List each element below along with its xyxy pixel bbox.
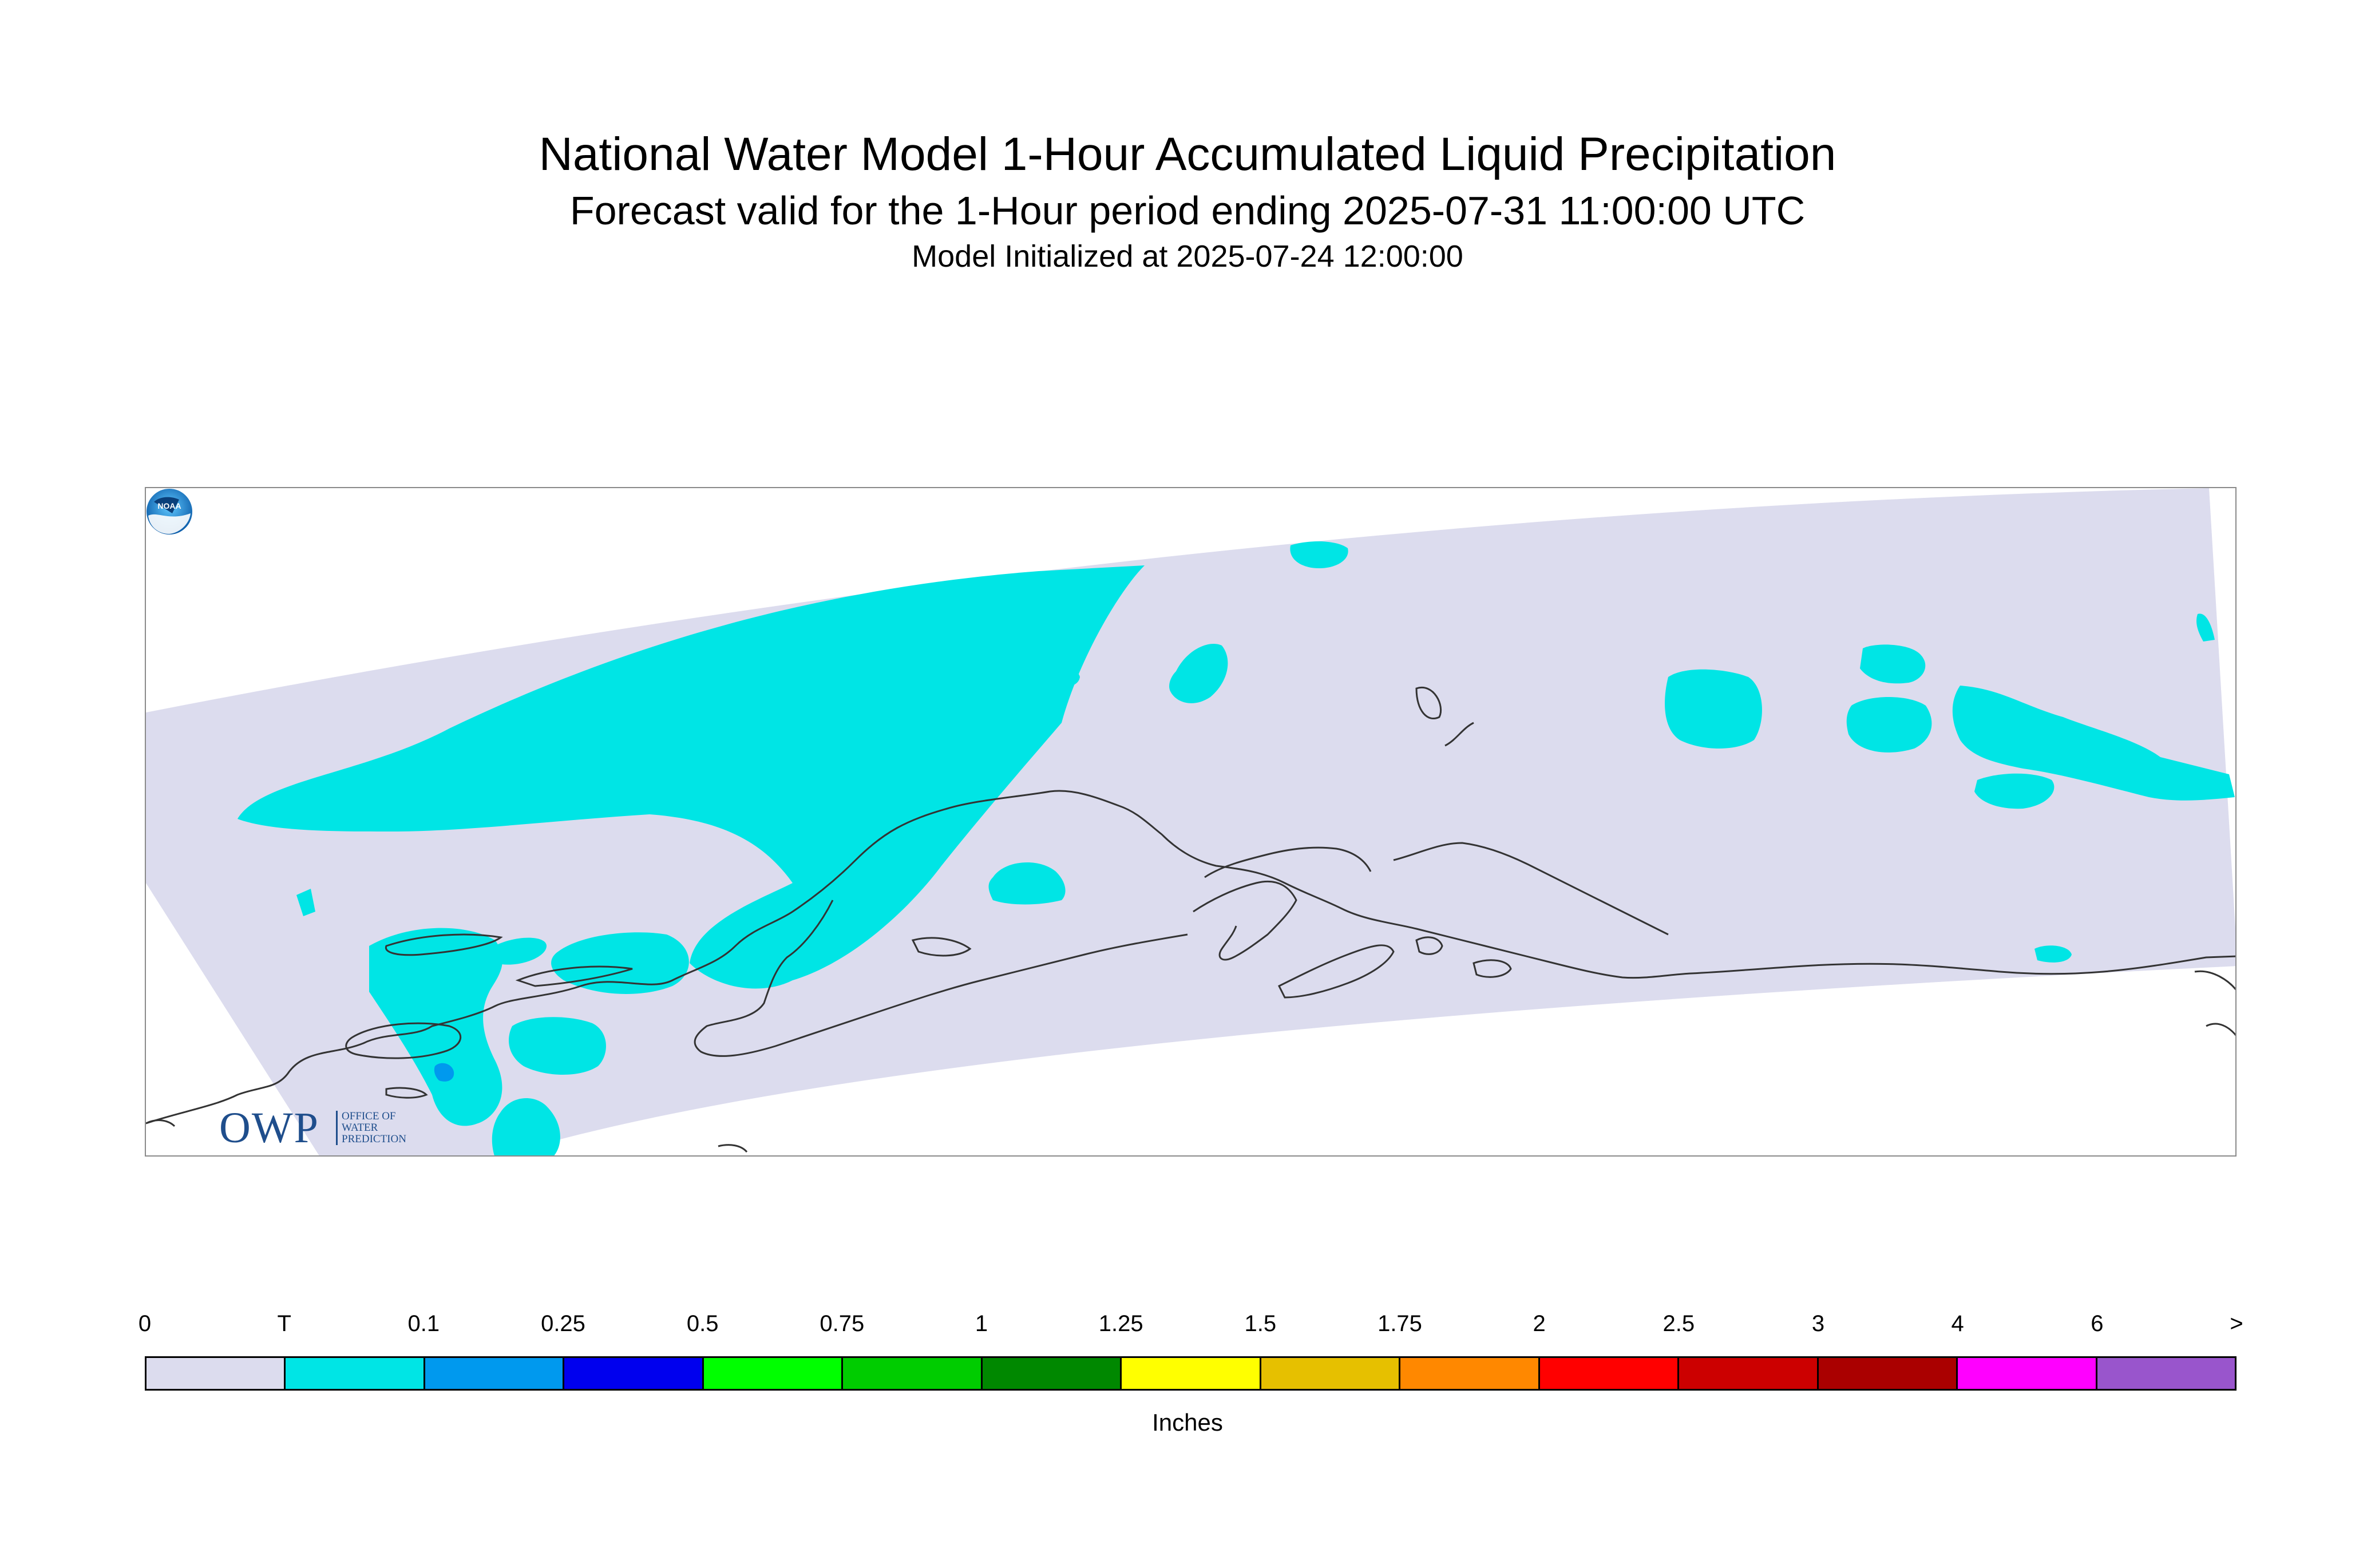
coastline-aleutian-1 xyxy=(385,1087,428,1099)
coastlines xyxy=(146,686,2235,1153)
legend-tick-label: 1.75 xyxy=(1378,1311,1422,1336)
precip-area-north-2 xyxy=(1169,644,1228,703)
legend-color-swatch xyxy=(703,1358,844,1389)
owp-logo-mark: OWP xyxy=(219,1104,319,1152)
coastline-far-east xyxy=(2194,970,2235,991)
owp-logo-divider xyxy=(336,1111,338,1145)
legend-color-swatch xyxy=(1539,1358,1680,1389)
noaa-logo-icon: NOAA xyxy=(147,489,192,534)
coastline-alaska-peninsula xyxy=(694,900,1188,1057)
chart-subtitle: Forecast valid for the 1-Hour period end… xyxy=(569,188,1806,233)
owp-logo-text: OFFICE OF WATER PREDICTION xyxy=(342,1110,406,1145)
legend-tick-label: 0.5 xyxy=(686,1311,719,1336)
legend-tick-label: 3 xyxy=(1811,1311,1825,1336)
precip-area-east-1 xyxy=(1665,669,1762,749)
coastline-southeast xyxy=(1393,842,1669,936)
legend-color-swatch xyxy=(564,1358,704,1389)
legend-color-swatch xyxy=(982,1358,1122,1389)
precip-area-cook-inlet xyxy=(988,862,1066,905)
legend-units-label: Inches xyxy=(1152,1409,1223,1436)
owp-logo: OWP OFFICE OF WATER PREDICTION xyxy=(219,1104,425,1152)
coastline-st-lawrence xyxy=(385,933,503,956)
legend-color-swatch xyxy=(1958,1358,2097,1389)
legend-tick-label: 0.1 xyxy=(407,1311,440,1336)
coastline-norton xyxy=(515,965,633,987)
precip-trace-areas xyxy=(238,541,2235,1155)
precip-area-north-3 xyxy=(1060,670,1080,687)
legend-tick-label: 0.75 xyxy=(820,1311,865,1336)
precip-area-east-2 xyxy=(1860,644,1926,684)
legend-tick-label: 2.5 xyxy=(1662,1311,1695,1336)
precip-area-kuskokwim xyxy=(509,1017,606,1075)
legend-tick-label: 4 xyxy=(1951,1311,1964,1336)
legend-color-bar xyxy=(145,1356,2237,1391)
precip-area-west-bay xyxy=(489,937,547,965)
coastline-arctic-1 xyxy=(1415,686,1442,719)
precip-area-west-edge xyxy=(296,889,315,916)
coastline-island-2 xyxy=(1472,959,1512,978)
legend-color-swatch xyxy=(286,1358,425,1389)
coastline-island-1 xyxy=(1415,936,1443,955)
precipitation-map: OWP OFFICE OF WATER PREDICTION NOAA xyxy=(145,487,2237,1157)
precip-area-east-6 xyxy=(2034,945,2072,963)
coastline-bristol-bay xyxy=(911,937,972,957)
precip-area-east-3 xyxy=(1846,697,1932,753)
svg-text:NOAA: NOAA xyxy=(157,501,181,510)
legend-tick-label: 1.5 xyxy=(1244,1311,1277,1336)
legend-color-swatch xyxy=(2097,1358,2235,1389)
coastline-nunivak xyxy=(345,1022,462,1059)
coastline-prince-william xyxy=(1204,846,1372,878)
legend-tick-label: 1 xyxy=(975,1311,988,1336)
legend-color-swatch xyxy=(1122,1358,1261,1389)
legend-tick-label: 0.25 xyxy=(541,1311,585,1336)
legend-color-swatch xyxy=(1818,1358,1958,1389)
coastline-kodiak xyxy=(1277,944,1395,999)
coastline-mainland xyxy=(146,790,2235,1124)
precip-area-south-coast xyxy=(492,1098,560,1155)
coastline-arctic-2 xyxy=(1444,722,1474,747)
legend-tick-label: 2 xyxy=(1533,1311,1546,1336)
chart-title: National Water Model 1-Hour Accumulated … xyxy=(539,128,1836,180)
precip-area-bristol xyxy=(551,932,689,994)
precip-area-east-5 xyxy=(1974,773,2055,809)
legend-tick-label: T xyxy=(277,1311,291,1336)
legend-color-swatch xyxy=(843,1358,983,1389)
coastline-aleutian-2 xyxy=(146,1119,176,1127)
coastline-aleutian-3 xyxy=(718,1144,748,1153)
precip-area-north-1 xyxy=(1290,541,1348,568)
precip-area-far-east xyxy=(2196,613,2215,642)
model-initialized-label: Model Initialized at 2025-07-24 12:00:00 xyxy=(912,239,1463,274)
legend-color-swatch xyxy=(147,1358,286,1389)
precip-area-large xyxy=(238,565,1145,989)
legend-tick-label: > xyxy=(2230,1311,2243,1336)
precip-area-light-blue xyxy=(434,1063,454,1082)
legend-color-swatch xyxy=(425,1358,565,1389)
legend-color-swatch xyxy=(1261,1358,1401,1389)
legend-color-swatch xyxy=(1679,1358,1819,1389)
precip-area-southwest xyxy=(369,928,502,1126)
legend-tick-label: 6 xyxy=(2091,1311,2104,1336)
coastline-kenai xyxy=(1193,880,1297,961)
legend-tick-label: 0 xyxy=(138,1311,152,1336)
legend-color-swatch xyxy=(1400,1358,1540,1389)
precip-area-east-4 xyxy=(1952,686,2235,801)
legend-tick-label: 1.25 xyxy=(1098,1311,1143,1336)
map-canvas xyxy=(146,488,2235,1155)
coastline-far-east-2 xyxy=(2206,1023,2235,1036)
